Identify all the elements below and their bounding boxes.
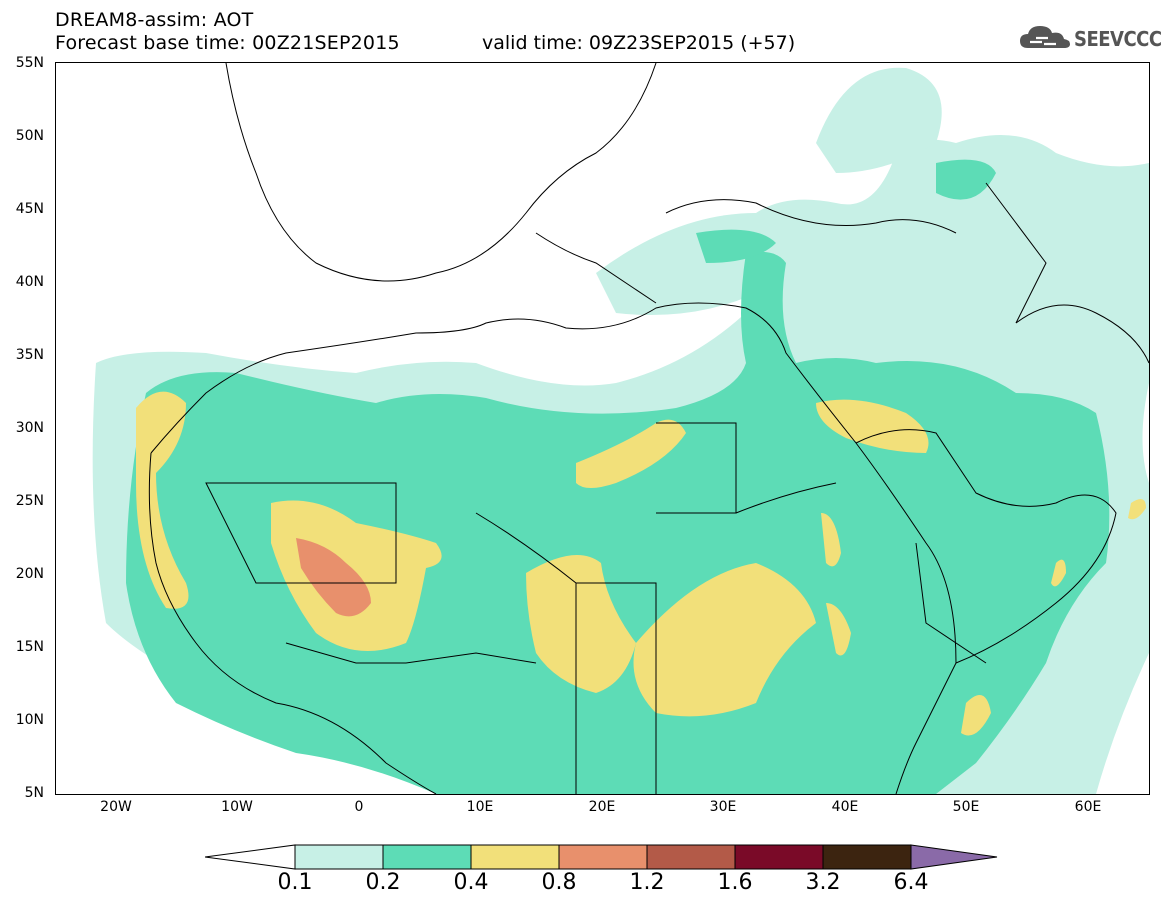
lat-label-40n: 40N xyxy=(15,274,44,290)
coastlines xyxy=(148,63,1149,794)
colorbar-label-3.2: 3.2 xyxy=(805,870,841,895)
colorbar-label-0.8: 0.8 xyxy=(541,870,577,895)
colorbar-segment-2 xyxy=(382,844,472,870)
aot-field xyxy=(92,63,1149,794)
lat-label-5n: 5N xyxy=(24,785,44,801)
lat-label-25n: 25N xyxy=(15,493,44,509)
lon-label-0: 0 xyxy=(354,799,364,815)
colorbar-segment-7 xyxy=(822,844,912,870)
lat-label-35n: 35N xyxy=(15,347,44,363)
lon-label-10w: 10W xyxy=(221,799,253,815)
colorbar-label-0.2: 0.2 xyxy=(365,870,401,895)
lat-label-20n: 20N xyxy=(15,566,44,582)
colorbar-segment-3 xyxy=(470,844,560,870)
colorbar-segment-1 xyxy=(294,844,384,870)
lat-label-15n: 15N xyxy=(15,639,44,655)
lon-label-50e: 50E xyxy=(952,799,980,815)
colorbar-segment-4 xyxy=(558,844,648,870)
colorbar xyxy=(205,844,998,870)
lat-label-30n: 30N xyxy=(15,420,44,436)
forecast-base-time: Forecast base time: 00Z21SEP2015 xyxy=(55,32,400,54)
colorbar-label-0.1: 0.1 xyxy=(277,870,313,895)
logo-text: SEEVCCC xyxy=(1074,27,1162,51)
lat-label-50n: 50N xyxy=(15,128,44,144)
colorbar-segment-below xyxy=(205,844,296,870)
lat-label-10n: 10N xyxy=(15,712,44,728)
seevccc-logo: SEEVCCC xyxy=(1018,22,1162,58)
colorbar-segment-above xyxy=(910,844,998,870)
lon-label-10e: 10E xyxy=(466,799,494,815)
map-title: DREAM8-assim: AOT xyxy=(55,9,254,31)
cloud-icon xyxy=(1020,26,1070,48)
lon-label-40e: 40E xyxy=(831,799,859,815)
colorbar-segment-5 xyxy=(646,844,736,870)
lon-label-20w: 20W xyxy=(100,799,132,815)
colorbar-label-0.4: 0.4 xyxy=(453,870,489,895)
colorbar-label-1.6: 1.6 xyxy=(717,870,753,895)
lat-label-45n: 45N xyxy=(15,201,44,217)
map-area xyxy=(55,62,1150,795)
lon-label-30e: 30E xyxy=(709,799,737,815)
aot-level-0.8 xyxy=(296,538,371,617)
valid-time: valid time: 09Z23SEP2015 (+57) xyxy=(482,32,796,54)
colorbar-label-1.2: 1.2 xyxy=(629,870,665,895)
lon-label-60e: 60E xyxy=(1074,799,1102,815)
colorbar-segment-6 xyxy=(734,844,824,870)
colorbar-label-6.4: 6.4 xyxy=(893,870,929,895)
lat-label-55n: 55N xyxy=(15,55,44,71)
lon-label-20e: 20E xyxy=(588,799,616,815)
aot-level-0.2 xyxy=(126,159,1110,794)
